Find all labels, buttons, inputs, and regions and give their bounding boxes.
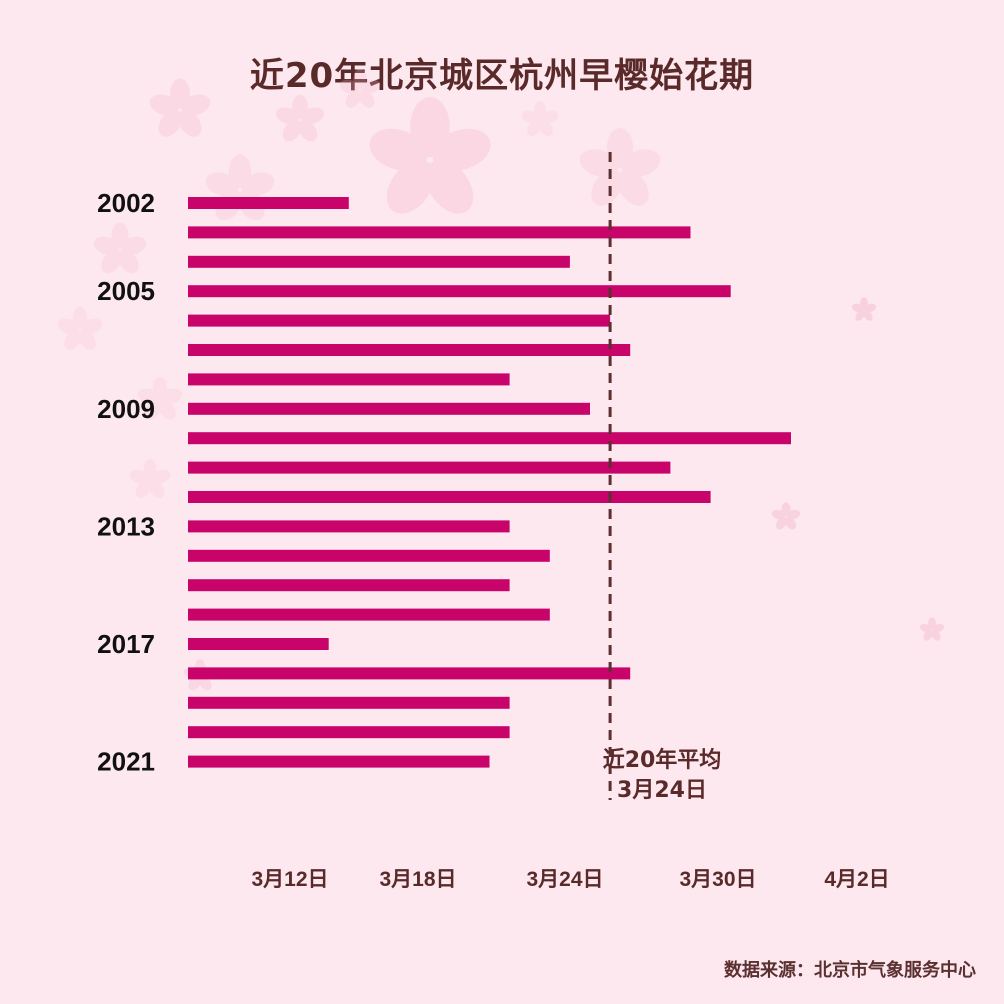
bar bbox=[188, 432, 791, 445]
chart-title: 近20年北京城区杭州早樱始花期 bbox=[249, 56, 755, 96]
cherry-blossom-icon bbox=[137, 376, 183, 420]
bar bbox=[188, 608, 550, 621]
x-tick-label: 3月12日 bbox=[251, 868, 328, 891]
bar bbox=[188, 638, 329, 650]
y-tick-label: 2005 bbox=[97, 276, 155, 306]
bar bbox=[188, 491, 711, 503]
average-value-label: 3月24日 bbox=[617, 778, 707, 803]
bar bbox=[188, 255, 570, 268]
cherry-blossom-icon bbox=[851, 297, 877, 321]
bar bbox=[188, 402, 590, 415]
cherry-blossom-icon bbox=[339, 69, 381, 108]
cherry-blossom-decoration bbox=[57, 69, 945, 691]
y-tick-label: 2002 bbox=[97, 188, 155, 218]
bar bbox=[188, 549, 550, 562]
x-tick-label: 3月24日 bbox=[526, 868, 603, 891]
x-tick-label: 4月2日 bbox=[824, 868, 889, 891]
bar bbox=[188, 667, 631, 680]
bar bbox=[188, 344, 631, 356]
y-tick-label: 2021 bbox=[97, 747, 155, 777]
x-tick-label: 3月18日 bbox=[379, 868, 456, 891]
bar bbox=[188, 520, 510, 533]
cherry-blossom-icon bbox=[149, 78, 211, 137]
average-label: 近20年平均 bbox=[603, 747, 722, 773]
y-axis-tick-labels: 2002 2005 2009 2013 2017 2021 bbox=[97, 188, 155, 777]
cherry-blossom-icon bbox=[771, 502, 801, 530]
y-tick-label: 2013 bbox=[97, 511, 155, 541]
bar bbox=[188, 226, 691, 239]
cherry-blossom-icon bbox=[129, 459, 171, 498]
data-source-note: 数据来源：北京市气象服务中心 bbox=[724, 960, 976, 981]
bar bbox=[188, 197, 349, 209]
cherry-blossom-icon bbox=[521, 101, 559, 137]
x-tick-label: 3月30日 bbox=[679, 868, 756, 891]
cherry-blossom-icon bbox=[369, 97, 491, 214]
bar bbox=[188, 285, 731, 298]
bar bbox=[188, 579, 510, 592]
bar bbox=[188, 726, 510, 739]
cherry-blossom-icon bbox=[579, 128, 661, 206]
y-tick-label: 2017 bbox=[97, 629, 155, 659]
cherry-blossom-icon bbox=[919, 617, 945, 641]
bar bbox=[188, 755, 490, 768]
average-line-group: 近20年平均 3月24日 bbox=[603, 152, 722, 803]
bar-series bbox=[188, 197, 791, 768]
cherry-blossom-icon bbox=[205, 154, 275, 221]
bar bbox=[188, 461, 671, 474]
bar bbox=[188, 696, 510, 709]
y-tick-label: 2009 bbox=[97, 394, 155, 424]
cherry-blossom-icon bbox=[57, 306, 103, 350]
bar bbox=[188, 373, 510, 386]
cherry-blossom-icon bbox=[93, 222, 147, 274]
bar bbox=[188, 314, 611, 327]
cherry-blossom-icon bbox=[275, 94, 325, 142]
x-axis-tick-labels: 3月12日 3月18日 3月24日 3月30日 4月2日 bbox=[251, 868, 889, 891]
